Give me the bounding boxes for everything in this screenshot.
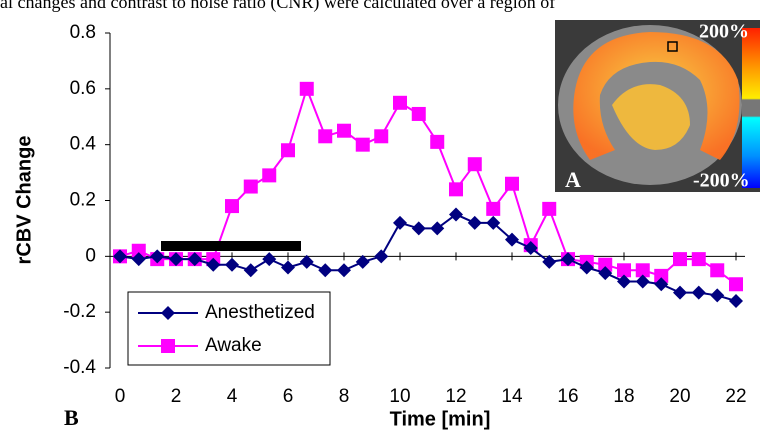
square-marker bbox=[318, 129, 332, 143]
y-tick-label: 0.8 bbox=[70, 22, 96, 43]
y-tick-label: 0 bbox=[85, 245, 96, 266]
diamond-marker bbox=[262, 252, 276, 266]
diamond-marker bbox=[692, 286, 706, 300]
diamond-marker bbox=[225, 258, 239, 272]
square-marker bbox=[505, 177, 519, 191]
square-marker bbox=[673, 252, 687, 266]
square-marker bbox=[225, 199, 239, 213]
square-marker bbox=[542, 202, 556, 216]
legend: Anesthetized Awake bbox=[128, 292, 330, 365]
square-marker bbox=[356, 138, 370, 152]
square-marker bbox=[449, 182, 463, 196]
y-axis-title: rCBV Change bbox=[13, 136, 35, 265]
x-tick-label: 4 bbox=[227, 386, 238, 407]
x-tick-label: 16 bbox=[557, 386, 578, 407]
diamond-marker bbox=[281, 261, 295, 275]
square-marker bbox=[430, 135, 444, 149]
square-marker bbox=[300, 82, 314, 96]
legend-label: Awake bbox=[205, 335, 262, 356]
colorbar-max: 200% bbox=[699, 21, 749, 43]
x-tick-label: 0 bbox=[115, 386, 126, 407]
square-marker bbox=[710, 263, 724, 277]
x-tick-label: 6 bbox=[283, 386, 294, 407]
square-marker bbox=[486, 202, 500, 216]
x-tick-label: 2 bbox=[171, 386, 182, 407]
x-tick-label: 18 bbox=[613, 386, 634, 407]
colorbar bbox=[742, 28, 760, 188]
colorbar-min: -200% bbox=[693, 170, 750, 192]
panel-label: B bbox=[64, 405, 79, 430]
diamond-marker bbox=[300, 255, 314, 269]
square-marker bbox=[468, 157, 482, 171]
x-tick-label: 12 bbox=[445, 386, 466, 407]
diamond-marker bbox=[356, 255, 370, 269]
diamond-marker bbox=[393, 216, 407, 230]
legend-label: Anesthetized bbox=[205, 302, 315, 323]
diamond-marker bbox=[710, 288, 724, 302]
x-axis-title: Time [min] bbox=[390, 408, 491, 430]
square-marker bbox=[692, 252, 706, 266]
y-tick-label: 0.2 bbox=[70, 190, 96, 211]
figure: al changes and contrast to noise ratio (… bbox=[0, 0, 760, 437]
x-tick-label: 10 bbox=[389, 386, 410, 407]
y-tick-label: 0.4 bbox=[70, 134, 97, 155]
x-tick-label: 14 bbox=[501, 386, 523, 407]
square-marker bbox=[244, 180, 258, 194]
diamond-marker bbox=[412, 221, 426, 235]
square-marker bbox=[412, 107, 426, 121]
square-marker bbox=[337, 124, 351, 138]
diamond-marker bbox=[318, 263, 332, 277]
square-marker bbox=[262, 168, 276, 182]
square-marker bbox=[281, 143, 295, 157]
panel-label: A bbox=[565, 167, 581, 192]
diamond-marker bbox=[374, 249, 388, 263]
y-tick-label: 0.6 bbox=[70, 78, 96, 99]
stimulus-bar bbox=[161, 241, 301, 251]
diamond-marker bbox=[337, 263, 351, 277]
x-tick-label: 20 bbox=[669, 386, 690, 407]
caption-fragment: al changes and contrast to noise ratio (… bbox=[0, 0, 555, 13]
diamond-marker bbox=[673, 286, 687, 300]
diamond-marker bbox=[729, 294, 743, 308]
square-marker bbox=[729, 277, 743, 291]
x-tick-label: 8 bbox=[339, 386, 350, 407]
x-tick-label: 22 bbox=[725, 386, 746, 407]
y-tick-label: -0.4 bbox=[63, 357, 96, 378]
square-marker bbox=[393, 96, 407, 110]
diamond-marker bbox=[244, 263, 258, 277]
diamond-marker bbox=[468, 216, 482, 230]
square-marker bbox=[374, 129, 388, 143]
y-tick-label: -0.2 bbox=[63, 301, 96, 322]
diamond-marker bbox=[430, 221, 444, 235]
inset-image: 200% -200% A bbox=[555, 20, 760, 192]
square-marker bbox=[161, 339, 175, 353]
diamond-marker bbox=[449, 207, 463, 221]
